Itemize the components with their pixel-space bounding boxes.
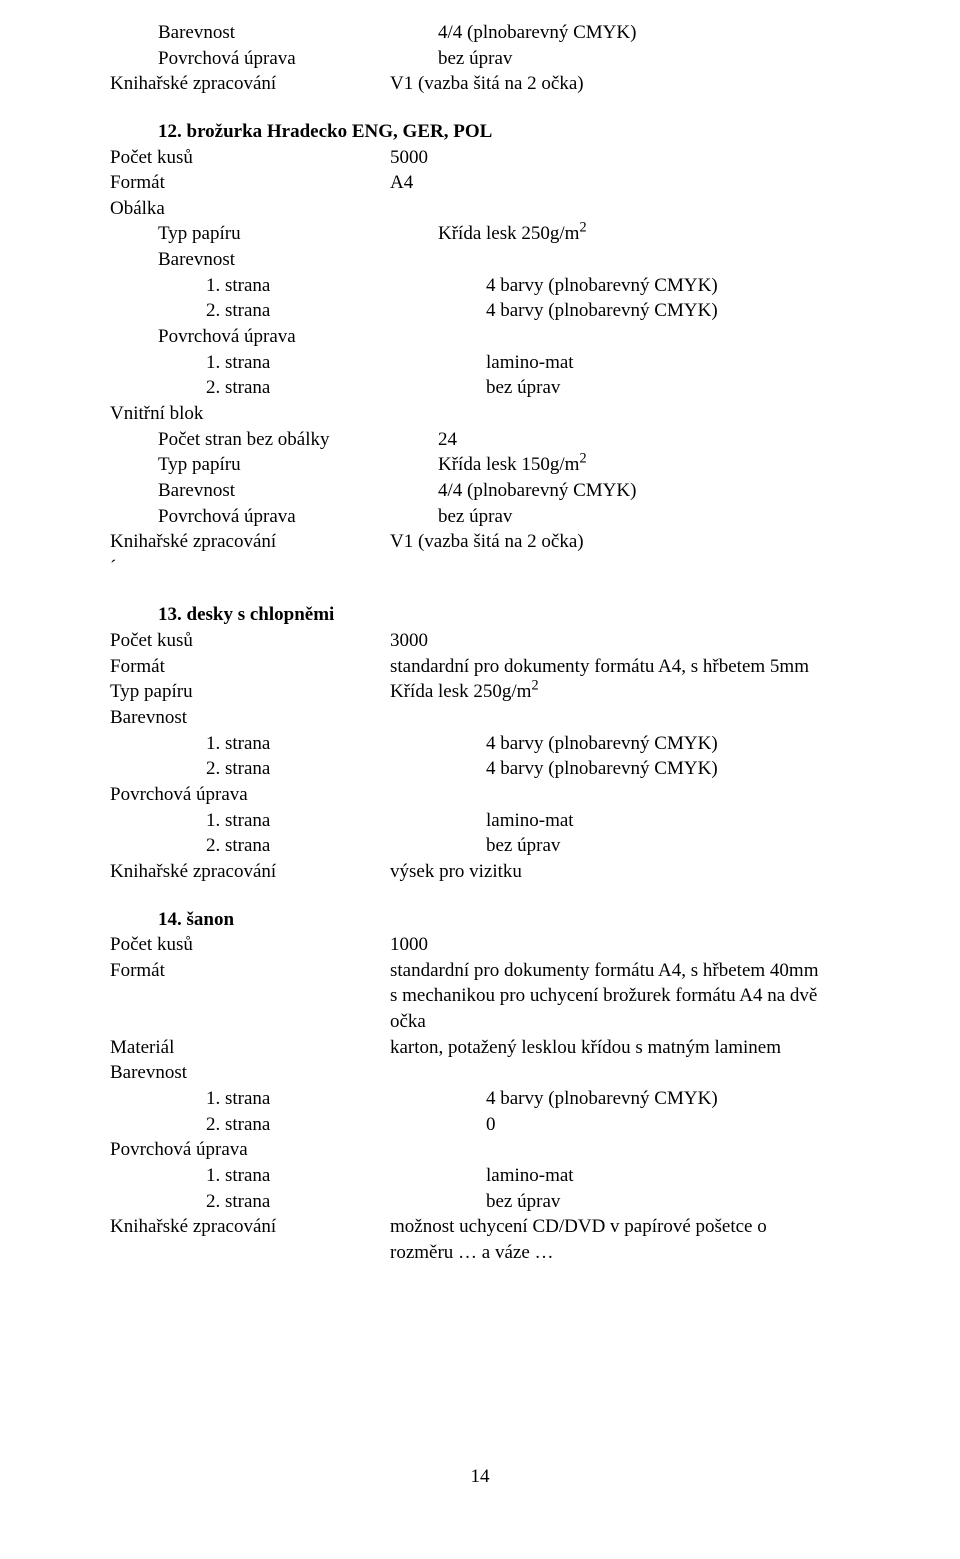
label: Formát (110, 170, 390, 196)
value-text: Křída lesk 150g/m (438, 454, 579, 475)
label: Knihařské zpracování (110, 71, 390, 97)
value: 4 barvy (plnobarevný CMYK) (486, 298, 850, 324)
value-typ-papiru: Křída lesk 250g/m2 (390, 679, 850, 705)
value: A4 (390, 170, 850, 196)
value: s mechanikou pro uchycení brožurek formá… (390, 983, 850, 1009)
label: 2. strana (110, 298, 486, 324)
value: bez úprav (438, 504, 850, 530)
label: Barevnost (110, 478, 438, 504)
superscript: 2 (579, 220, 586, 236)
label: Barevnost (110, 1060, 390, 1086)
value: 1000 (390, 932, 850, 958)
value: karton, potažený lesklou křídou s matným… (390, 1035, 850, 1061)
value: 4/4 (plnobarevný CMYK) (438, 478, 850, 504)
value: rozměru … a váze … (390, 1240, 850, 1266)
label: Barevnost (110, 247, 438, 273)
label: Formát (110, 654, 390, 680)
value-text: Křída lesk 250g/m (438, 223, 579, 244)
value: lamino-mat (486, 350, 850, 376)
label: Barevnost (110, 705, 390, 731)
value (390, 1060, 850, 1086)
label: 1. strana (110, 1163, 486, 1189)
value-typ-papiru: Křída lesk 250g/m2 (438, 221, 850, 247)
value: 4/4 (plnobarevný CMYK) (438, 20, 850, 46)
value: 4 barvy (plnobarevný CMYK) (486, 731, 850, 757)
label: Počet stran bez obálky (110, 427, 438, 453)
value: 4 barvy (plnobarevný CMYK) (486, 1086, 850, 1112)
value (390, 401, 850, 427)
section-title-12: 12. brožurka Hradecko ENG, GER, POL (110, 119, 492, 145)
value: bez úprav (486, 833, 850, 859)
label: Vnitřní blok (110, 401, 390, 427)
value: 4 barvy (plnobarevný CMYK) (486, 756, 850, 782)
value (390, 1137, 850, 1163)
label-typ-papiru: Typ papíru (110, 679, 390, 705)
page: Barevnost4/4 (plnobarevný CMYK) Povrchov… (0, 0, 960, 1500)
value (390, 555, 850, 581)
value: standardní pro dokumenty formátu A4, s h… (390, 958, 850, 984)
value: možnost uchycení CD/DVD v papírové pošet… (390, 1214, 850, 1240)
value-text: Křída lesk 250g/m (390, 681, 531, 702)
label (110, 983, 390, 1009)
label: Knihařské zpracování (110, 859, 390, 885)
superscript: 2 (579, 451, 586, 467)
label: Barevnost (110, 20, 438, 46)
label: 2. strana (110, 833, 486, 859)
superscript: 2 (531, 678, 538, 694)
value: 0 (486, 1112, 850, 1138)
value: bez úprav (486, 1189, 850, 1215)
label (110, 1240, 390, 1266)
value (390, 782, 850, 808)
value: očka (390, 1009, 850, 1035)
label: Knihařské zpracování (110, 529, 390, 555)
value: výsek pro vizitku (390, 859, 850, 885)
label: Materiál (110, 1035, 390, 1061)
value: standardní pro dokumenty formátu A4, s h… (390, 654, 850, 680)
label: 1. strana (110, 350, 486, 376)
label-typ-papiru: Typ papíru (110, 221, 438, 247)
value: lamino-mat (486, 1163, 850, 1189)
value: bez úprav (486, 375, 850, 401)
label: Počet kusů (110, 628, 390, 654)
value-typ-papiru: Křída lesk 150g/m2 (438, 452, 850, 478)
label: ´ (110, 555, 390, 581)
page-number: 14 (0, 1466, 960, 1488)
value (390, 196, 850, 222)
label (110, 1009, 390, 1035)
label: 2. strana (110, 756, 486, 782)
label-typ-papiru: Typ papíru (110, 452, 438, 478)
label: Povrchová úprava (110, 46, 438, 72)
label: 1. strana (110, 731, 486, 757)
value: 5000 (390, 145, 850, 171)
label: 2. strana (110, 375, 486, 401)
label: Počet kusů (110, 932, 390, 958)
value: V1 (vazba šitá na 2 očka) (390, 529, 850, 555)
label: Formát (110, 958, 390, 984)
value: 4 barvy (plnobarevný CMYK) (486, 273, 850, 299)
label: Povrchová úprava (110, 504, 438, 530)
value: bez úprav (438, 46, 850, 72)
label: 1. strana (110, 1086, 486, 1112)
section-title-14: 14. šanon (110, 907, 234, 933)
value: 24 (438, 427, 850, 453)
label: 1. strana (110, 273, 486, 299)
label: Povrchová úprava (110, 1137, 390, 1163)
label: Povrchová úprava (110, 782, 390, 808)
label: 2. strana (110, 1189, 486, 1215)
value: 3000 (390, 628, 850, 654)
label: Povrchová úprava (110, 324, 438, 350)
section-title-13: 13. desky s chlopněmi (110, 602, 334, 628)
value: lamino-mat (486, 808, 850, 834)
label: Počet kusů (110, 145, 390, 171)
label: 1. strana (110, 808, 486, 834)
value (390, 705, 850, 731)
value (438, 247, 850, 273)
value: V1 (vazba šitá na 2 očka) (390, 71, 850, 97)
label: Knihařské zpracování (110, 1214, 390, 1240)
value (438, 324, 850, 350)
label: 2. strana (110, 1112, 486, 1138)
label: Obálka (110, 196, 390, 222)
